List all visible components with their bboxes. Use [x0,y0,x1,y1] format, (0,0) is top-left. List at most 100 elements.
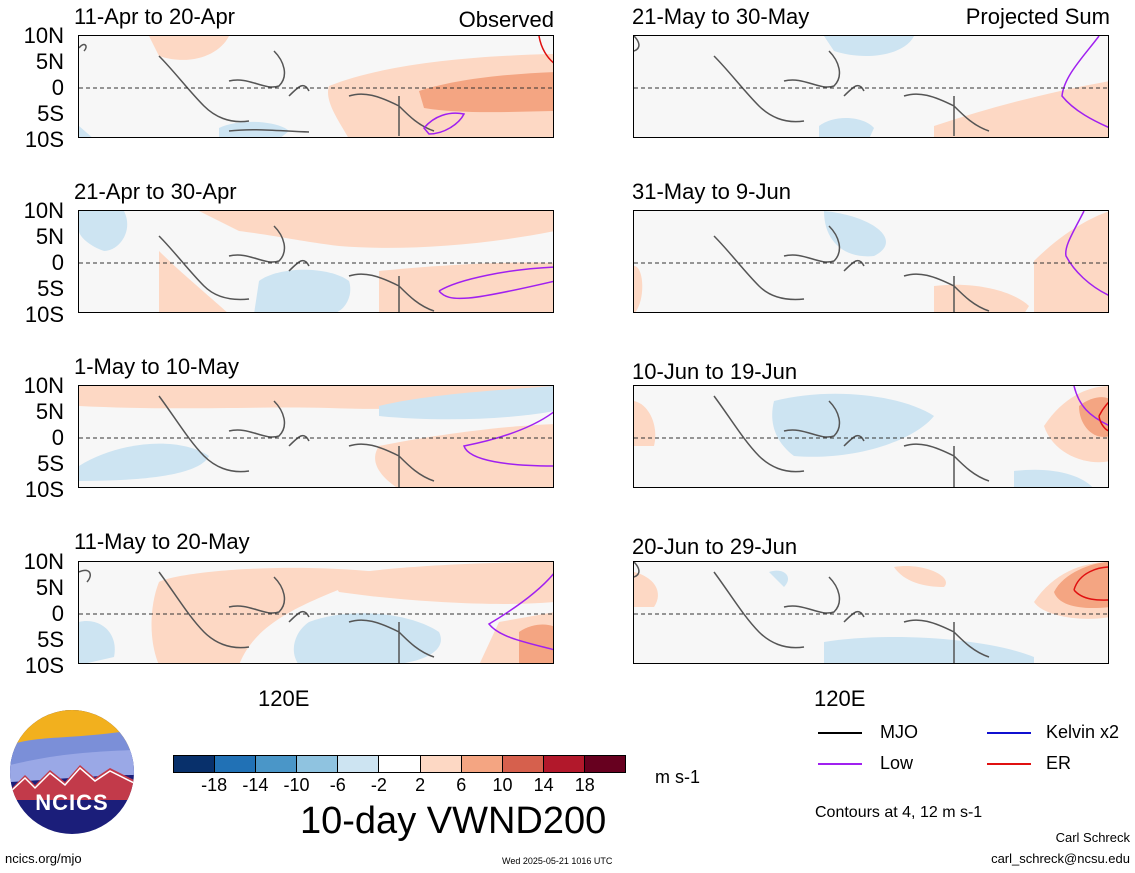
legend-line-mjo [818,732,862,734]
negative-anomaly-region [79,621,115,663]
map-panel-5 [78,385,554,488]
lat-label: 0 [51,601,64,626]
positive-anomaly-region [634,572,658,607]
lat-label: 0 [51,75,64,100]
positive-anomaly-region [375,424,553,487]
map-panel-2 [633,35,1109,138]
colorbar-unit: m s-1 [655,767,700,787]
negative-anomaly-region [824,36,914,56]
colorbar-swatch [543,756,585,772]
coastline [158,225,435,312]
map-svg [634,386,1108,487]
lat-label: 5N [35,224,64,249]
contours-note: Contours at 4, 12 m s-1 [815,804,983,821]
colorbar-swatch [420,756,462,772]
negative-anomaly-region [819,117,874,137]
panel-title-1: 11-Apr to 20-Apr [74,4,236,29]
colorbar-title: 10-day VWND200 [300,800,607,842]
colorbar-tick-label: -6 [329,775,346,795]
positive-anomaly-region [934,81,1108,137]
er-contour [1073,566,1108,601]
map-svg [79,386,553,487]
colorbar-tick-label: 2 [415,775,426,795]
coastline [634,562,990,663]
positive-anomaly-region [149,36,229,60]
colorbar-tick-label: 6 [456,775,467,795]
map-panel-8 [633,561,1109,664]
colorbar [173,755,626,773]
lat-label: 10S [24,477,64,502]
colorbar-tick-label: -2 [370,775,387,795]
map-svg [79,211,553,312]
colorbar-tick-label: 14 [533,775,554,795]
colorbar-swatch [297,756,339,772]
panel-title-2: 21-May to 30-May [632,4,810,29]
negative-anomaly-region [293,613,441,663]
map-panel-6 [633,385,1109,488]
legend-line-low [818,763,862,765]
low-contour [1065,211,1108,296]
low-contour [438,266,553,300]
colorbar-tick-label: 10 [492,775,513,795]
negative-anomaly-region [79,126,92,137]
footer-email: carl_schreck@ncsu.edu [991,851,1130,866]
negative-anomaly-region [824,637,1034,663]
map-svg [634,562,1108,663]
lat-label: 5S [37,627,64,652]
panel-title-3: 21-Apr to 30-Apr [74,179,237,204]
colorbar-swatch [584,756,626,772]
legend-label-mjo: MJO [880,722,918,742]
negative-anomaly-region [772,393,934,457]
strong-positive-anomaly-region [519,624,553,663]
colorbar-swatch [215,756,257,772]
positive-anomaly-region [199,211,553,248]
panel-title-8: 20-Jun to 29-Jun [632,534,798,559]
coastline [158,395,435,487]
panel-tag-projected: Projected Sum [965,4,1110,29]
colorbar-swatch [256,756,298,772]
lat-label: 5S [37,451,64,476]
coastline [713,395,990,487]
strong-positive-anomaly-region [1054,562,1108,609]
negative-anomaly-region [79,211,128,251]
lat-label: 10N [23,373,64,398]
er-contour [1098,401,1108,432]
lat-label: 0 [51,425,64,450]
coastline [713,225,990,312]
lat-label: 10S [24,302,64,327]
low-contour [1061,36,1108,128]
lat-label: 10N [23,549,64,574]
negative-anomaly-region [379,386,553,420]
map-svg [79,562,553,663]
low-contour [1073,386,1108,426]
positive-anomaly-region [329,562,553,604]
colorbar-swatch [461,756,503,772]
footer-site: ncics.org/mjo [5,851,82,866]
negative-anomaly-region [1014,469,1093,487]
er-contour [538,36,553,64]
legend-line-er [987,763,1031,765]
map-svg [634,211,1108,312]
colorbar-tick-label: -14 [242,775,269,795]
footer-date: Wed 2025-05-21 1016 UTC [502,856,613,866]
colorbar-swatch [379,756,421,772]
legend-label-kelvin: Kelvin x2 [1046,722,1120,742]
footer-author: Carl Schreck [1055,830,1130,845]
logo-text: NCICS [35,790,109,815]
lat-label: 5N [35,399,64,424]
map-panel-1 [78,35,554,138]
legend-label-er: ER [1046,753,1072,773]
map-panel-7 [78,561,554,664]
lat-label: 5N [35,49,64,74]
lon-label-left: 120E [258,686,310,711]
map-svg [79,36,553,137]
lat-label: 10N [23,198,64,223]
negative-anomaly-region [769,570,789,587]
positive-anomaly-region [894,566,946,587]
legend-line-kelvin [987,732,1031,734]
ncics-logo: NCICS [10,710,134,834]
lat-label: 10N [23,23,64,48]
positive-anomaly-region [634,266,643,312]
lat-label: 10S [24,653,64,678]
lat-label: 10S [24,127,64,152]
